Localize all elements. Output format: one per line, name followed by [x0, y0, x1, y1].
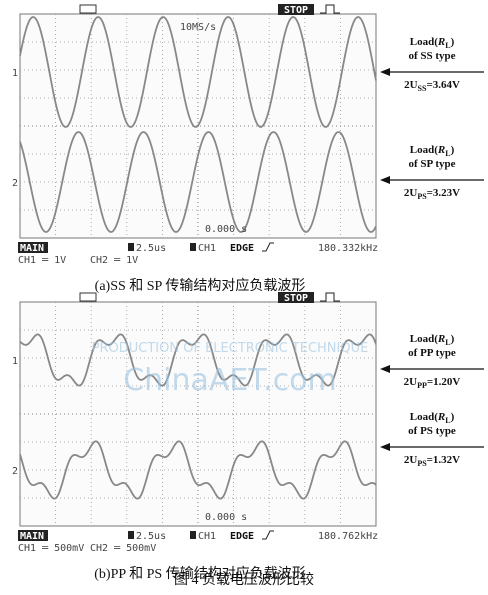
annotation-line: 2UPS=1.32V: [404, 454, 460, 468]
trigger-time: 0.000 s: [205, 224, 247, 235]
position-icon: [79, 292, 97, 302]
text: R: [437, 36, 445, 48]
status-box: [278, 4, 314, 15]
timebase: 2.5us: [136, 243, 166, 254]
trigger-type: EDGE: [230, 243, 254, 254]
text: 2U: [404, 376, 418, 388]
trigger-source: CH1: [198, 243, 216, 254]
text: PP: [417, 381, 427, 390]
text: =3.64V: [426, 79, 460, 91]
edge-icon: [262, 530, 274, 540]
text: =1.20V: [427, 376, 461, 388]
ch1-scale: CH1 ═ 1V: [18, 255, 66, 266]
annotation-line: 2UPP=1.20V: [404, 376, 461, 390]
text: L: [445, 41, 450, 50]
text: Load(: [410, 333, 438, 345]
mode-box: [18, 242, 48, 253]
trigger-type: EDGE: [230, 531, 254, 542]
annotation-line: of SS type: [408, 50, 455, 62]
waveform: [19, 333, 377, 387]
text: =3.23V: [427, 187, 461, 199]
mode-box: [18, 530, 48, 541]
text: R: [437, 411, 445, 423]
channel-marker: 1: [12, 68, 18, 79]
text: Load(: [410, 144, 438, 156]
position-icon: [79, 4, 97, 14]
text: ): [451, 144, 455, 156]
waveform: [19, 440, 377, 500]
annotation-line: of PP type: [408, 347, 456, 359]
ch2-scale: CH2 ═ 500mV: [90, 543, 156, 554]
figure-caption: 图 4 负载电压波形比较: [174, 572, 314, 588]
waveform: [19, 131, 377, 233]
text: SS: [418, 84, 427, 93]
text: ): [451, 36, 455, 48]
text: PS: [417, 459, 427, 468]
text: =1.32V: [427, 454, 461, 466]
text: L: [445, 149, 450, 158]
frequency: 180.332kHz: [318, 243, 378, 254]
edge-icon: [262, 242, 274, 252]
trigger-icon: [320, 292, 340, 302]
annotation-line: of SP type: [408, 158, 455, 170]
text: ): [451, 333, 455, 345]
text: ): [451, 411, 455, 423]
text: L: [445, 416, 450, 425]
trigger-icon: [320, 4, 340, 14]
sample-rate: 10MS/s: [180, 22, 216, 33]
text: 2U: [404, 454, 418, 466]
text: 2U: [404, 79, 418, 91]
caption: (a)SS 和 SP 传输结构对应负载波形: [95, 277, 306, 294]
tb-icon: [128, 531, 134, 539]
text: L: [445, 338, 450, 347]
text: R: [437, 333, 445, 345]
text: R: [437, 144, 445, 156]
annotation-line: Load(RL): [410, 36, 455, 50]
arrow-head: [380, 68, 390, 76]
waveform: [19, 16, 377, 128]
text: Load(: [410, 36, 438, 48]
ch1-scale: CH1 ═ 500mV: [18, 543, 84, 554]
src-icon: [190, 531, 196, 539]
src-icon: [190, 243, 196, 251]
ch2-scale: CH2 ═ 1V: [90, 255, 138, 266]
status: STOP: [284, 5, 308, 16]
channel-marker: 1: [12, 356, 18, 367]
annotation-line: 2USS=3.64V: [404, 79, 460, 93]
mode: MAIN: [20, 531, 44, 542]
arrow-head: [380, 443, 390, 451]
watermark: ChinaAET.com: [123, 363, 337, 398]
status: STOP: [284, 293, 308, 304]
channel-marker: 2: [12, 178, 18, 189]
mode: MAIN: [20, 243, 44, 254]
text: PS: [417, 192, 427, 201]
arrow-head: [380, 176, 390, 184]
text: 2U: [404, 187, 418, 199]
trigger-source: CH1: [198, 531, 216, 542]
annotation-line: Load(RL): [410, 333, 455, 347]
status-box: [278, 292, 314, 303]
annotation-line: Load(RL): [410, 411, 455, 425]
annotation-line: 2UPS=3.23V: [404, 187, 460, 201]
timebase: 2.5us: [136, 531, 166, 542]
caption: (b)PP 和 PS 传输结构对应负载波形: [94, 565, 305, 582]
arrow-head: [380, 365, 390, 373]
channel-marker: 2: [12, 466, 18, 477]
text: Load(: [410, 411, 438, 423]
trigger-time: 0.000 s: [205, 512, 247, 523]
annotation-line: of PS type: [408, 425, 456, 437]
watermark-sub: PRODUCTION OF ELECTRONIC TECHNIQUE: [92, 341, 369, 356]
frequency: 180.762kHz: [318, 531, 378, 542]
tb-icon: [128, 243, 134, 251]
annotation-line: Load(RL): [410, 144, 455, 158]
